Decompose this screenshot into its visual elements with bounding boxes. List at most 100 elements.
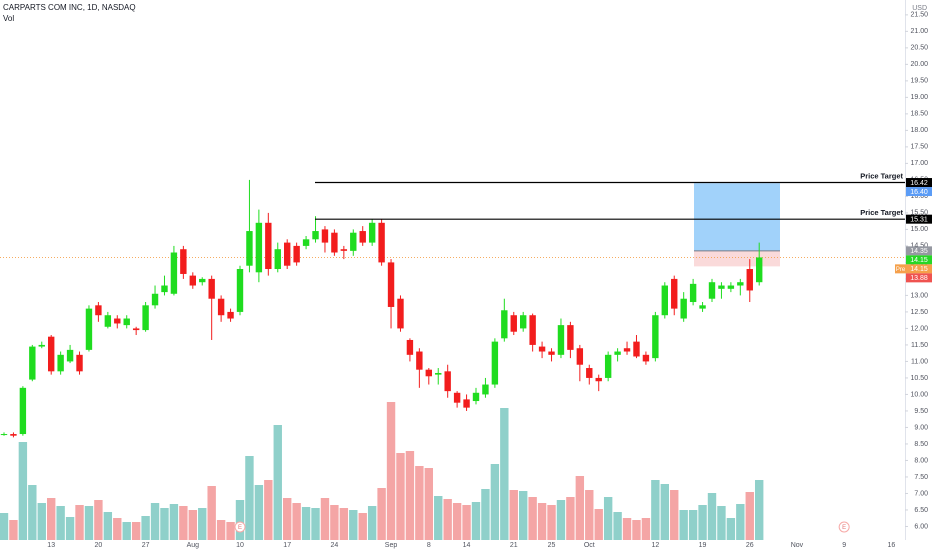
volume-bar — [28, 485, 37, 540]
earnings-marker — [838, 521, 850, 533]
volume-bar — [660, 484, 669, 540]
candle-body — [123, 318, 130, 326]
y-tick-label: 20.00 — [910, 61, 928, 68]
volume-bar — [311, 508, 320, 540]
volume-bar — [75, 505, 84, 540]
volume-bar — [490, 464, 500, 540]
candle-body — [217, 298, 225, 316]
candle-body — [727, 285, 735, 289]
candle-body — [501, 310, 508, 339]
volume-bar — [37, 503, 46, 540]
x-tick-label: 9 — [842, 542, 846, 549]
y-tick-label: 18.00 — [910, 127, 928, 134]
y-tick-label: 9.00 — [914, 424, 928, 431]
volume-bar — [556, 500, 566, 540]
candle-body — [435, 372, 442, 375]
volume-bar — [424, 468, 433, 540]
volume-bar — [755, 480, 764, 540]
candle-body — [302, 239, 310, 246]
volume-bar — [94, 500, 103, 540]
volume-bar — [443, 499, 452, 540]
volume-bar — [519, 491, 528, 540]
candle-body — [265, 222, 272, 270]
volume-bar — [330, 505, 339, 540]
x-tick-label: 19 — [699, 542, 707, 549]
candle-body — [255, 222, 263, 273]
x-tick-label: 13 — [47, 542, 55, 549]
volume-bar — [396, 453, 405, 540]
candle-body — [756, 257, 763, 283]
volume-bar — [150, 503, 160, 540]
volume-bar — [273, 425, 282, 540]
candle-body — [368, 222, 376, 243]
volume-bar — [377, 488, 386, 540]
candle-body — [510, 315, 517, 332]
candle-body — [161, 285, 168, 293]
candle-body — [557, 325, 565, 355]
volume-bar — [717, 506, 726, 540]
candle-body — [142, 305, 149, 331]
y-tick-label: 7.50 — [914, 474, 928, 481]
volume-bar — [141, 516, 150, 540]
x-tick-label: 14 — [463, 542, 471, 549]
volume-bar — [320, 498, 330, 540]
volume-bar — [283, 498, 292, 540]
volume-bar — [47, 498, 56, 540]
candle-body — [472, 392, 480, 402]
price-label: 14.35 — [910, 248, 928, 255]
candle-body — [95, 305, 102, 316]
price-label-box — [906, 255, 932, 265]
volume-bar — [537, 503, 547, 540]
price-label: 13.88 — [910, 275, 928, 282]
volume-bar — [65, 517, 75, 540]
candle-body — [48, 336, 55, 372]
candle-body — [312, 231, 319, 240]
volume-bar — [349, 510, 358, 540]
price-target-text: Price Target — [860, 208, 903, 217]
candle-body — [38, 344, 45, 347]
candle-body — [623, 348, 631, 352]
volume-bar — [179, 506, 188, 540]
y-tick-label: 18.50 — [910, 111, 928, 118]
volume-bar — [471, 502, 481, 540]
x-tick-label: 8 — [427, 542, 431, 549]
price-label: 15.31 — [910, 217, 928, 224]
price-label-box — [906, 273, 932, 283]
y-tick-label: 6.00 — [914, 523, 928, 530]
volume-bar — [726, 518, 736, 540]
y-tick-label: 11.00 — [911, 358, 928, 365]
volume-bar — [207, 486, 216, 540]
y-tick-label: 19.50 — [910, 78, 928, 85]
volume-bar — [613, 512, 622, 540]
x-tick-label: 26 — [746, 542, 754, 549]
price-target-text: Price Target — [860, 172, 903, 181]
y-tick-label: 21.00 — [910, 28, 928, 35]
candle-body — [85, 308, 93, 350]
volume-bar — [622, 518, 632, 540]
earnings-marker-label: E — [842, 525, 846, 531]
x-tick-label: 20 — [95, 542, 103, 549]
volume-bar — [641, 518, 651, 540]
target-zone — [694, 183, 780, 251]
candle-body — [737, 282, 744, 286]
x-tick-label: 12 — [651, 542, 659, 549]
y-tick-label: 19.00 — [910, 94, 928, 101]
candle-body — [350, 232, 357, 251]
candle-body — [538, 346, 546, 352]
volume-bar — [651, 480, 660, 540]
price-label: 16.42 — [910, 180, 928, 187]
volume-bar — [603, 497, 613, 540]
x-tick-label: 10 — [236, 542, 244, 549]
candle-body — [567, 325, 574, 350]
candle-body — [529, 315, 536, 345]
candle-body — [680, 298, 687, 319]
volume-bar — [0, 513, 9, 540]
candle-body — [614, 351, 621, 355]
candle-body — [284, 242, 291, 266]
volume-bar — [122, 522, 131, 540]
candle-body — [416, 351, 423, 370]
x-tick-label: 25 — [548, 542, 556, 549]
volume-bar — [679, 510, 688, 540]
candle-body — [491, 341, 499, 385]
volume-bar — [745, 492, 754, 540]
